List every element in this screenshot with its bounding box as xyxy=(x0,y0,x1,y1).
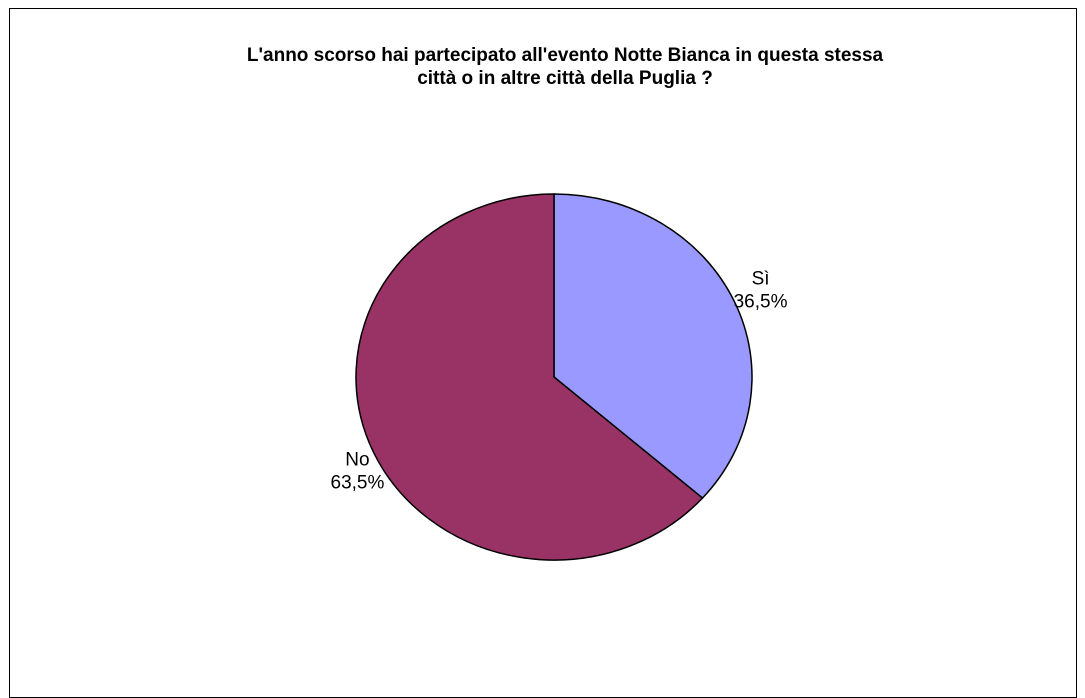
slice-value-label-no: 63,5% xyxy=(331,472,385,493)
slice-label-sì: Sì xyxy=(752,269,770,290)
pie-slice-sì xyxy=(553,193,753,500)
chart-title: L'anno scorso hai partecipato all'evento… xyxy=(0,44,1085,90)
pie-slices xyxy=(355,193,753,561)
pie-slice-no xyxy=(355,193,704,561)
slice-label-no: No xyxy=(345,449,369,470)
chart-title-line-2: città o in altre città della Puglia ? xyxy=(417,68,713,89)
chart-title-line-1: L'anno scorso hai partecipato all'evento… xyxy=(246,45,884,66)
slice-value-label-sì: 36,5% xyxy=(734,292,788,313)
